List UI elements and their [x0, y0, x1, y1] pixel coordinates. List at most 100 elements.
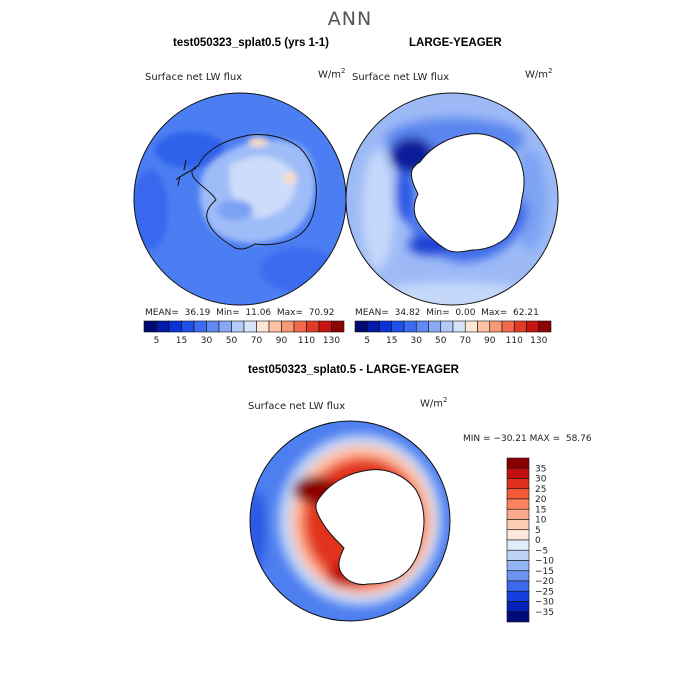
- colorbar-swatch: [181, 320, 195, 333]
- panel-3-units-base: W/m: [420, 398, 443, 410]
- colorbar-swatch: [143, 320, 157, 333]
- panel-1-min: 11.06: [245, 308, 272, 318]
- panel-2-min-label: Min=: [426, 308, 450, 318]
- colorbar-tick-label: 70: [460, 336, 472, 346]
- colorbar-tick-label: −35: [535, 608, 554, 618]
- colorbar-swatch: [501, 320, 515, 333]
- colorbar-tick-label: 30: [411, 336, 423, 346]
- colorbar-tick-label: 15: [386, 336, 397, 346]
- panel-1-low-patch: [155, 132, 225, 168]
- colorbar-tick-label: −25: [535, 587, 554, 597]
- colorbar-tick-label: 20: [535, 495, 547, 505]
- season-title: ANN: [327, 8, 373, 30]
- colorbar-swatch: [168, 320, 182, 333]
- panel-2-stats: MEAN= 34.82 Min= 0.00 Max= 62.21: [355, 308, 539, 318]
- colorbar-swatch: [538, 320, 552, 333]
- colorbar-swatch: [366, 320, 380, 333]
- colorbar-swatch: [354, 320, 368, 333]
- colorbar-tick-label: 35: [535, 464, 546, 474]
- colorbar-swatch: [268, 320, 282, 333]
- colorbar-swatch: [506, 539, 530, 551]
- panel-1-colorbar: 5 15 30 50 70 90 110 130: [143, 320, 345, 346]
- colorbar-tick-label: 70: [251, 336, 263, 346]
- panel-1-ice-shelf: [217, 200, 253, 220]
- colorbar-swatch: [506, 498, 530, 510]
- colorbar-tick-label: 5: [364, 336, 370, 346]
- panel-2-mean-label: MEAN=: [355, 308, 389, 318]
- panel-2-units-exp: 2: [548, 67, 553, 75]
- colorbar-tick-label: 0: [535, 536, 541, 546]
- panel-2-border: [345, 92, 559, 306]
- colorbar-swatch: [526, 320, 540, 333]
- colorbar-swatch: [506, 570, 530, 582]
- colorbar-swatch: [218, 320, 232, 333]
- colorbar-tick-label: 130: [530, 336, 547, 346]
- colorbar-swatch: [513, 320, 527, 333]
- colorbar-swatch: [506, 580, 530, 592]
- panel-1-contour-fill: [134, 132, 340, 292]
- colorbar-swatch: [331, 320, 345, 333]
- colorbar-tick-label: −10: [535, 557, 554, 567]
- colorbar-swatch: [506, 560, 530, 572]
- colorbar-swatch: [206, 320, 220, 333]
- panel-1-units: W/m2: [318, 67, 345, 80]
- colorbar-tick-label: 50: [435, 336, 447, 346]
- panel-1-units-exp: 2: [341, 67, 346, 75]
- panel-2-outer-band: [362, 150, 394, 270]
- colorbar-tick-label: 90: [276, 336, 288, 346]
- panel-3-field-label: Surface net LW flux: [248, 401, 346, 412]
- colorbar-swatch: [318, 320, 332, 333]
- colorbar-swatch: [156, 320, 170, 333]
- panel-1-units-base: W/m: [318, 69, 341, 81]
- colorbar-tick-label: −5: [535, 546, 548, 556]
- colorbar-swatch: [506, 601, 530, 613]
- panel-3-negative-cell: [250, 490, 266, 570]
- panel-1-peninsula: [175, 159, 197, 187]
- panel-3-map: [250, 421, 450, 621]
- panel-2-min: 0.00: [455, 308, 476, 318]
- colorbar-swatch: [506, 478, 530, 490]
- colorbar-swatch: [452, 320, 466, 333]
- panel-3-max-label: MAX =: [529, 434, 561, 444]
- panel-2-units: W/m2: [525, 67, 552, 80]
- colorbar-swatch: [477, 320, 491, 333]
- colorbar-swatch: [281, 320, 295, 333]
- colorbar-swatch: [506, 611, 530, 623]
- colorbar-swatch: [506, 549, 530, 561]
- colorbar-swatch: [391, 320, 405, 333]
- panel-2-mean: 34.82: [394, 308, 421, 318]
- colorbar-swatch: [293, 320, 307, 333]
- panel-2-land-mask: [411, 133, 525, 253]
- colorbar-tick-label: 30: [535, 475, 547, 485]
- colorbar-tick-label: −30: [535, 598, 554, 608]
- panel-3-land-mask: [315, 469, 425, 585]
- colorbar-swatch: [489, 320, 503, 333]
- panel-3-title: test050323_splat0.5 - LARGE-YEAGER: [248, 364, 459, 376]
- colorbar-tick-label: 130: [323, 336, 340, 346]
- colorbar-tick-label: 15: [176, 336, 187, 346]
- colorbar-tick-label: 110: [506, 336, 523, 346]
- colorbar-tick-label: 90: [484, 336, 496, 346]
- colorbar-swatch: [243, 320, 257, 333]
- panel-1-map: [134, 93, 346, 305]
- colorbar-tick-label: −20: [535, 577, 554, 587]
- panel-3-border: [249, 420, 451, 622]
- colorbar-swatch: [464, 320, 478, 333]
- panel-3-min-label: MIN =: [463, 434, 491, 444]
- colorbar-swatch: [231, 320, 245, 333]
- panel-2-colorbar: 5 15 30 50 70 90 110 130: [354, 320, 552, 346]
- panel-1-field-label: Surface net LW flux: [145, 72, 243, 83]
- colorbar-tick-label: 25: [535, 485, 546, 495]
- colorbar-tick-label: 5: [535, 526, 541, 536]
- colorbar-tick-label: 5: [154, 336, 160, 346]
- colorbar-tick-label: 110: [298, 336, 315, 346]
- panel-1-title: test050323_splat0.5 (yrs 1-1): [173, 37, 329, 49]
- panel-1-low-patch: [134, 170, 168, 250]
- panel-3-units-exp: 2: [443, 396, 448, 404]
- colorbar-swatch: [379, 320, 393, 333]
- colorbar-swatch: [506, 590, 530, 602]
- colorbar-tick-label: 10: [535, 516, 547, 526]
- panel-2-outer-band: [372, 282, 532, 305]
